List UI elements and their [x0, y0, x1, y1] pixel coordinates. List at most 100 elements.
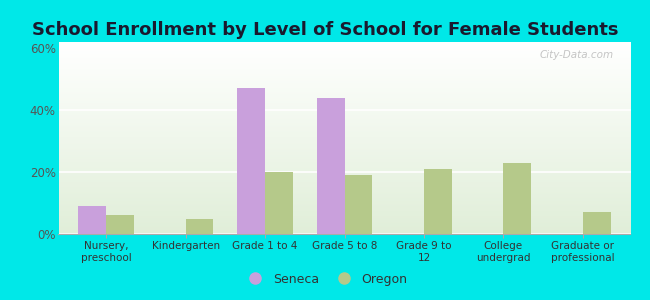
Bar: [58, 164, 630, 165]
Bar: [58, 195, 630, 196]
Bar: [58, 202, 630, 203]
Bar: [58, 53, 630, 55]
Bar: [58, 231, 630, 232]
Bar: [344, 175, 372, 234]
Bar: [58, 49, 630, 50]
Bar: [58, 165, 630, 166]
Bar: [58, 157, 630, 158]
Bar: [58, 100, 630, 101]
Bar: [58, 59, 630, 60]
Bar: [58, 152, 630, 153]
Bar: [58, 184, 630, 185]
Bar: [58, 48, 630, 49]
Bar: [58, 206, 630, 207]
Bar: [58, 122, 630, 123]
Bar: [58, 82, 630, 83]
Bar: [58, 172, 630, 173]
Bar: [58, 128, 630, 129]
Bar: [58, 65, 630, 66]
Bar: [58, 159, 630, 160]
Bar: [58, 140, 630, 141]
Bar: [58, 192, 630, 193]
Bar: [58, 42, 630, 43]
Bar: [58, 227, 630, 228]
Bar: [58, 55, 630, 56]
Bar: [58, 47, 630, 48]
Bar: [58, 148, 630, 149]
Bar: [58, 85, 630, 86]
Bar: [58, 232, 630, 233]
Bar: [58, 187, 630, 188]
Bar: [58, 93, 630, 94]
Bar: [58, 212, 630, 213]
Bar: [58, 182, 630, 183]
Bar: [58, 100, 630, 101]
Bar: [58, 179, 630, 180]
Bar: [58, 183, 630, 184]
Bar: [58, 73, 630, 74]
Bar: [58, 191, 630, 192]
Bar: [58, 89, 630, 90]
Bar: [58, 91, 630, 92]
Bar: [58, 149, 630, 151]
Bar: [58, 156, 630, 157]
Bar: [58, 127, 630, 128]
Bar: [58, 105, 630, 106]
Bar: [58, 111, 630, 112]
Bar: [79, 206, 106, 234]
Bar: [58, 120, 630, 121]
Bar: [58, 92, 630, 93]
Bar: [58, 129, 630, 130]
Bar: [58, 163, 630, 164]
Bar: [58, 221, 630, 223]
Bar: [58, 44, 630, 45]
Bar: [58, 218, 630, 219]
Bar: [58, 233, 630, 234]
Bar: [58, 176, 630, 177]
Bar: [58, 194, 630, 195]
Bar: [58, 67, 630, 68]
Bar: [58, 101, 630, 103]
Bar: [58, 173, 630, 175]
Bar: [58, 230, 630, 231]
Bar: [58, 158, 630, 159]
Bar: [58, 83, 630, 84]
Bar: [58, 166, 630, 167]
Bar: [58, 169, 630, 170]
Bar: [58, 201, 630, 202]
Bar: [58, 115, 630, 116]
Bar: [58, 71, 630, 72]
Bar: [317, 98, 345, 234]
Bar: [58, 168, 630, 169]
Bar: [58, 199, 630, 200]
Bar: [58, 153, 630, 154]
Bar: [58, 219, 630, 220]
Bar: [58, 171, 630, 172]
Bar: [58, 46, 630, 47]
Bar: [58, 77, 630, 79]
Bar: [58, 117, 630, 118]
Bar: [58, 138, 630, 139]
Bar: [58, 99, 630, 100]
Bar: [58, 170, 630, 171]
Bar: [58, 214, 630, 215]
Bar: [58, 162, 630, 163]
Bar: [58, 146, 630, 147]
Bar: [58, 113, 630, 114]
Bar: [58, 147, 630, 148]
Bar: [58, 51, 630, 52]
Bar: [58, 60, 630, 61]
Bar: [58, 108, 630, 109]
Bar: [58, 84, 630, 85]
Bar: [58, 107, 630, 108]
Bar: [58, 57, 630, 58]
Bar: [58, 118, 630, 119]
Bar: [58, 215, 630, 216]
Bar: [58, 197, 630, 199]
Bar: [58, 64, 630, 65]
Bar: [58, 181, 630, 182]
Bar: [58, 203, 630, 204]
Bar: [58, 90, 630, 91]
Bar: [58, 75, 630, 76]
Bar: [58, 226, 630, 227]
